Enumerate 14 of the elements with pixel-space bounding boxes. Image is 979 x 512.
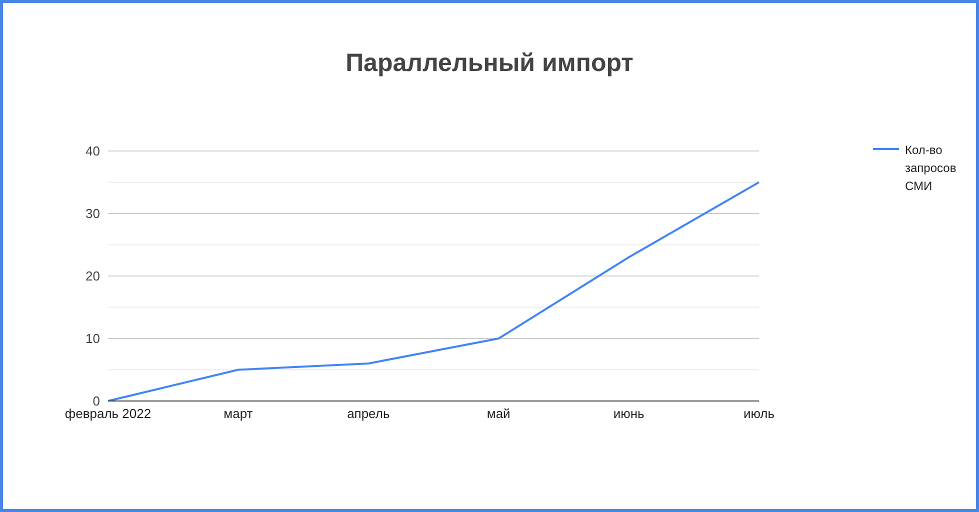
y-tick-label: 10 bbox=[86, 331, 100, 346]
x-tick-label: май bbox=[486, 406, 510, 422]
y-tick-label: 0 bbox=[92, 394, 100, 409]
x-tick-label: март bbox=[224, 406, 253, 422]
x-tick-label: апрель bbox=[347, 406, 390, 422]
x-tick-label: июнь bbox=[613, 406, 645, 422]
y-tick-label: 40 bbox=[86, 144, 100, 159]
x-tick-label: июль bbox=[743, 406, 775, 422]
y-tick-label: 30 bbox=[86, 206, 100, 222]
chart-title: Параллельный импорт bbox=[344, 49, 634, 78]
legend-label: Кол-во запросов СМИ bbox=[905, 142, 958, 195]
y-tick-label: 20 bbox=[86, 268, 100, 284]
line-series bbox=[107, 181, 760, 401]
x-tick-label: февраль 2022 bbox=[64, 406, 152, 422]
